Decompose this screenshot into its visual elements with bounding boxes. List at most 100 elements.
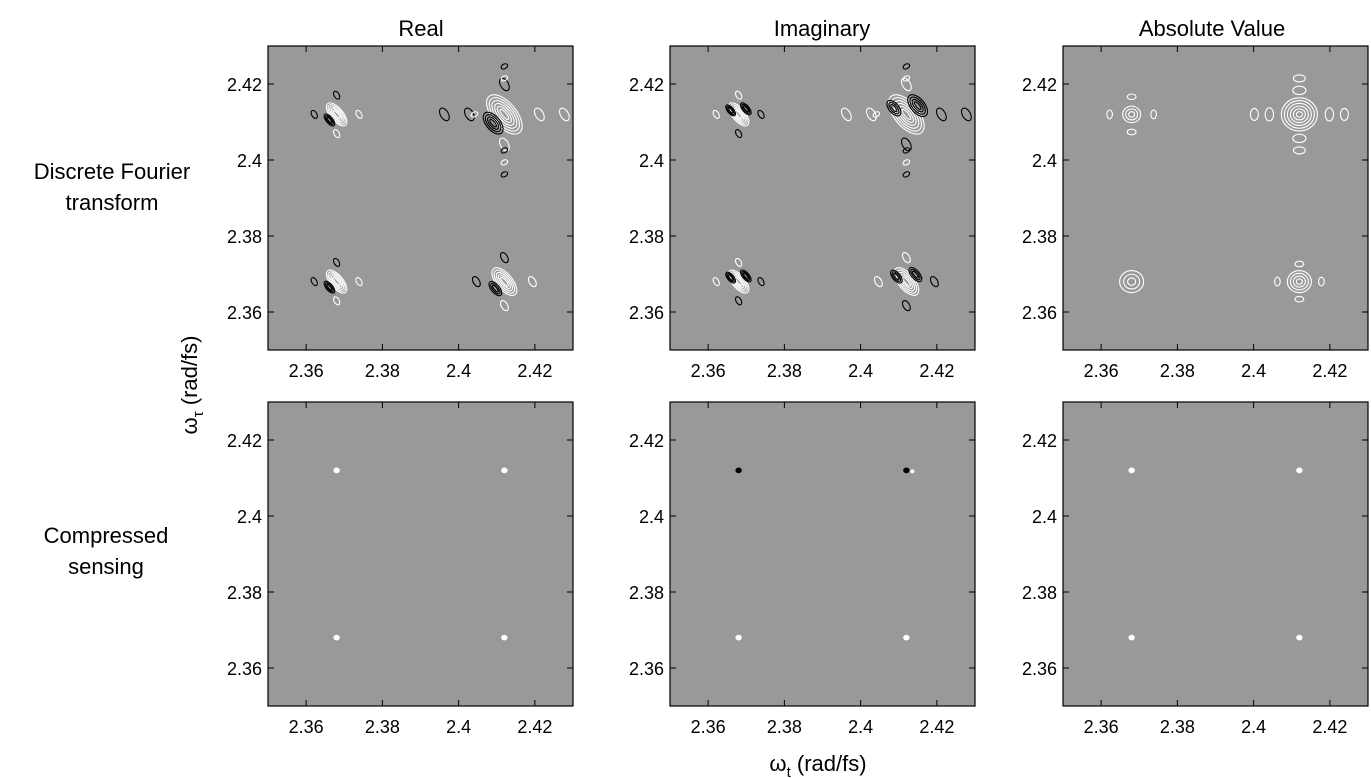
- panel-cs-imag: 2.36 2.38 2.4 2.42 2.36 2.38 2.4 2.42: [629, 401, 976, 737]
- peak-1-sidelobe: [757, 109, 765, 119]
- peak-4-negative-contour: [890, 269, 903, 284]
- x-axis-label-symbol: ω: [769, 751, 786, 776]
- x-tick-label: 2.38: [365, 361, 400, 381]
- row-label-dft-line1: Discrete Fourier: [34, 159, 190, 184]
- peak-4-sidelobe: [1294, 260, 1305, 268]
- peak-2-magnitude-contour: [1289, 105, 1309, 124]
- x-tick-label: 2.42: [919, 717, 954, 737]
- peak-1-sidelobe: [310, 109, 318, 119]
- peak-4-sidelobe: [527, 276, 537, 288]
- peak-1-negative-contour: [725, 104, 737, 117]
- x-tick-label: 2.38: [767, 717, 802, 737]
- peak-2-positive-contour: [890, 97, 922, 132]
- peak-4-sidelobe: [499, 252, 509, 264]
- peak-4-magnitude-contour: [1289, 272, 1309, 291]
- peak-4-positive-contour: [901, 276, 911, 287]
- peak-3-sidelobe: [332, 296, 341, 306]
- peak-2-sidelobe: [500, 171, 509, 178]
- peak-1-negative-contour: [726, 105, 735, 116]
- panel-background: [670, 46, 975, 350]
- peak-4-magnitude-contour: [1286, 270, 1312, 294]
- peak-2-sidelobe: [902, 159, 911, 166]
- x-tick-label: 2.42: [1312, 361, 1347, 381]
- peak-4-sidelobe: [929, 276, 939, 288]
- y-axis-label-symbol: ω: [177, 417, 202, 434]
- peak-2-positive-contour: [898, 105, 914, 123]
- x-tick-label: 2.36: [691, 717, 726, 737]
- contours: [310, 63, 570, 312]
- peak-4-sidelobe: [901, 252, 911, 264]
- y-tick-label: 2.42: [1022, 75, 1057, 95]
- panel-background: [1063, 46, 1368, 350]
- peak-4-sidelobe: [1274, 276, 1281, 287]
- peak-3-negative-contour: [324, 282, 334, 293]
- panel-dft-imag: 2.36 2.38 2.4 2.42 2.36 2.38 2.4 2.42: [629, 45, 976, 381]
- peak-3-point: [1128, 634, 1135, 641]
- panel-frame: [1062, 401, 1369, 707]
- peak-1-positive-contour: [729, 104, 748, 125]
- peak-2-sidelobe: [533, 107, 545, 122]
- column-title-imaginary: Imaginary: [774, 16, 871, 41]
- peak-1-magnitude-contour: [1128, 111, 1136, 118]
- peak-1-negative-contour: [741, 103, 751, 114]
- panel-background: [268, 402, 573, 706]
- peak-4-sidelobe: [873, 276, 883, 288]
- x-tick-label: 2.4: [446, 717, 471, 737]
- column-title-absolute-value: Absolute Value: [1139, 16, 1285, 41]
- peak-2-magnitude-contour: [1295, 111, 1303, 118]
- peak-1-point: [1128, 467, 1135, 474]
- peak-3-sidelobe: [734, 257, 743, 267]
- y-tick-label: 2.36: [227, 659, 262, 679]
- peak-1-sidelobe: [1150, 109, 1157, 120]
- peak-4-negative-contour: [891, 271, 902, 282]
- x-tick-label: 2.42: [517, 361, 552, 381]
- peak-2-magnitude-contour: [1286, 102, 1312, 126]
- y-tick-label: 2.4: [237, 507, 262, 527]
- peak-3-negative-contour: [739, 269, 752, 283]
- peak-2-sidelobe: [1339, 107, 1349, 121]
- peak-3-negative-contour: [727, 274, 734, 281]
- peak-2-sidelobe: [1292, 133, 1307, 144]
- y-tick-label: 2.36: [1022, 303, 1057, 323]
- contours: [712, 63, 972, 312]
- peak-2-point: [910, 469, 915, 474]
- peak-3-negative-contour: [742, 272, 749, 280]
- x-axis-label: ωt (rad/fs): [769, 751, 866, 778]
- peak-4-positive-contour: [897, 271, 916, 292]
- peak-2-sidelobe: [500, 159, 509, 166]
- contours: [1106, 74, 1349, 303]
- contours: [1128, 467, 1303, 641]
- y-tick-label: 2.4: [1032, 151, 1057, 171]
- peak-3-sidelobe: [757, 277, 765, 287]
- peak-3-sidelobe: [332, 257, 341, 267]
- x-tick-label: 2.42: [919, 361, 954, 381]
- y-tick-label: 2.36: [629, 303, 664, 323]
- peak-1-sidelobe: [355, 109, 363, 119]
- column-title-real: Real: [398, 16, 443, 41]
- x-axis-label-subscript: t: [787, 764, 792, 778]
- peak-2-negative-contour: [888, 101, 900, 115]
- row-label-dft-line2: transform: [66, 190, 159, 215]
- peak-2-sidelobe: [872, 111, 881, 118]
- peak-3-magnitude-contour: [1123, 273, 1141, 290]
- peak-3-positive-contour: [729, 271, 748, 292]
- panel-frame: [669, 401, 976, 707]
- x-axis-label-unit: (rad/fs): [791, 751, 867, 776]
- peak-2-negative-contour: [489, 118, 498, 128]
- peak-2-sidelobe: [500, 63, 509, 70]
- peak-2-point: [903, 467, 910, 474]
- panel-frame: [1062, 45, 1369, 351]
- y-tick-label: 2.36: [629, 659, 664, 679]
- x-tick-label: 2.38: [365, 717, 400, 737]
- peak-2-point: [501, 467, 508, 474]
- peak-2-positive-contour: [496, 105, 512, 123]
- peak-4-sidelobe: [901, 300, 911, 312]
- peak-4-positive-contour: [499, 276, 509, 287]
- peak-2-sidelobe: [500, 147, 509, 154]
- peak-4-sidelobe: [1318, 276, 1325, 287]
- peak-2-positive-contour: [896, 102, 917, 126]
- peak-2-sidelobe: [1292, 74, 1306, 83]
- peak-4-positive-contour: [497, 274, 511, 289]
- peak-1-sidelobe: [332, 129, 341, 139]
